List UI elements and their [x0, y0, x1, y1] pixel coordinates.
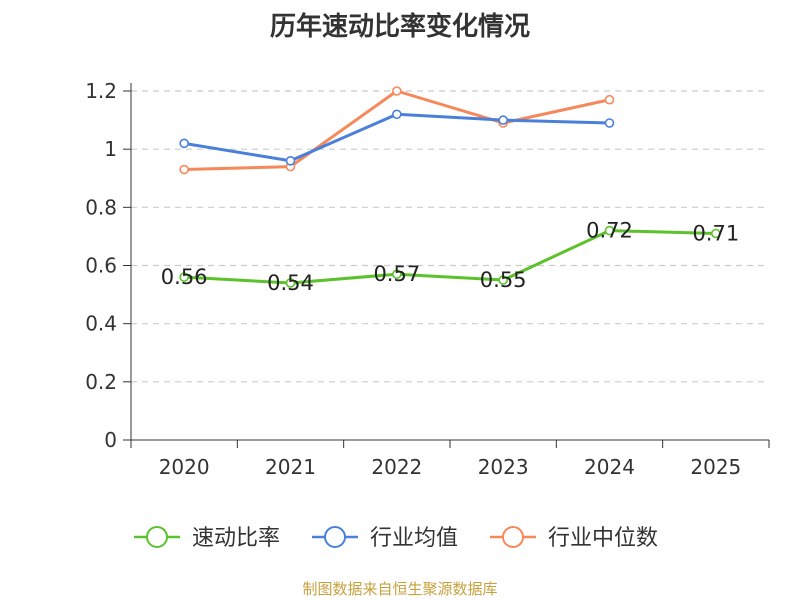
- data-point: [604, 94, 615, 105]
- y-tick-label: 1: [104, 137, 117, 161]
- data-point: [179, 138, 189, 149]
- axes: 0 0.2 0.4 0.6 0.8 1 1.2 2020 2021 2022 2023 2024 202…: [85, 79, 770, 479]
- legend: 速动比率 行业均值 行业中位数: [134, 526, 658, 551]
- data-point: [498, 275, 508, 285]
- series-line: [183, 112, 610, 163]
- data-point: [392, 86, 402, 96]
- data-label: 0.56: [161, 265, 208, 289]
- data-point: [285, 278, 296, 288]
- data-point: [392, 269, 402, 280]
- series: [179, 86, 721, 288]
- y-tick-label: 0.8: [85, 195, 117, 219]
- data-point: [179, 272, 189, 282]
- legend-label: 速动比率: [192, 526, 280, 551]
- data-label: 0.72: [586, 219, 633, 243]
- chart-title: 历年速动比率变化情况: [269, 12, 530, 42]
- data-labels: 0.56 0.54 0.57 0.55 0.72 0.71: [161, 219, 739, 295]
- legend-label: 行业中位数: [548, 526, 658, 551]
- data-point: [604, 225, 615, 236]
- data-label: 0.55: [480, 268, 527, 292]
- x-tick-label: 2025: [690, 455, 741, 479]
- y-tick-label: 1.2: [85, 79, 117, 103]
- y-tick-label: 0.4: [85, 312, 117, 336]
- data-point: [498, 115, 508, 125]
- data-label: 0.71: [692, 222, 739, 246]
- x-tick-label: 2023: [478, 455, 529, 479]
- data-point: [392, 109, 402, 120]
- grid-lines: [131, 90, 769, 383]
- series-line: [184, 89, 610, 172]
- source-note: 制图数据来自恒生聚源数据库: [302, 580, 498, 598]
- y-tick-label: 0.2: [85, 370, 117, 394]
- data-point: [711, 228, 721, 239]
- x-tick-label: 2024: [584, 455, 635, 479]
- y-tick-label: 0: [104, 428, 117, 452]
- x-tick-label: 2022: [371, 455, 422, 479]
- legend-marker: [502, 526, 524, 548]
- y-tick-label: 0.6: [85, 254, 117, 278]
- data-label: 0.57: [373, 262, 420, 286]
- data-point: [604, 118, 615, 128]
- legend-marker: [146, 526, 168, 548]
- x-tick-label: 2021: [265, 455, 316, 479]
- x-tick-label: 2020: [159, 455, 210, 479]
- data-label: 0.54: [267, 271, 314, 295]
- series-line: [184, 229, 716, 285]
- legend-marker: [324, 526, 346, 548]
- legend-label: 行业均值: [370, 526, 458, 551]
- data-point: [285, 156, 296, 166]
- data-point: [179, 164, 189, 175]
